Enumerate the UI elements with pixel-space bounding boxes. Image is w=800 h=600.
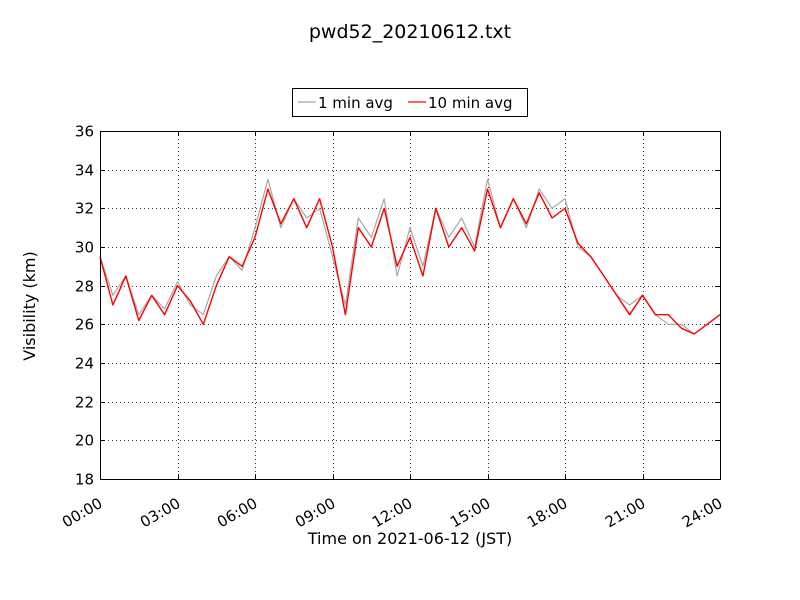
x-tick-label: 06:00 bbox=[214, 494, 260, 531]
legend: 1 min avg 10 min avg bbox=[292, 88, 528, 117]
x-tick-label: 15:00 bbox=[447, 494, 493, 531]
x-tick-label: 03:00 bbox=[137, 494, 183, 531]
y-tick-label: 24 bbox=[75, 355, 94, 373]
y-tick-label: 26 bbox=[75, 316, 94, 334]
legend-label-1min: 1 min avg bbox=[318, 94, 393, 112]
x-tick-label: 21:00 bbox=[602, 494, 648, 531]
x-tick-label: 18:00 bbox=[524, 494, 570, 531]
y-tick-label: 34 bbox=[75, 162, 94, 180]
chart-title: pwd52_20210612.txt bbox=[309, 21, 511, 43]
x-tick-label: 00:00 bbox=[59, 494, 105, 531]
y-tick-label: 18 bbox=[75, 471, 94, 489]
y-tick-label: 30 bbox=[75, 239, 94, 257]
y-tick-label: 20 bbox=[75, 432, 94, 450]
legend-label-10min: 10 min avg bbox=[428, 94, 513, 112]
grid-lines bbox=[100, 131, 720, 479]
x-tick-label: 24:00 bbox=[679, 494, 725, 531]
axis-ticks: 18 20 22 24 26 28 30 32 34 36 00:00 03:00 06:00 09:00… bbox=[59, 123, 725, 532]
x-tick-label: 09:00 bbox=[292, 494, 338, 531]
y-tick-label: 36 bbox=[75, 123, 94, 141]
y-tick-label: 22 bbox=[75, 394, 94, 412]
y-tick-label: 32 bbox=[75, 200, 94, 218]
x-axis-label: Time on 2021-06-12 (JST) bbox=[307, 529, 512, 548]
series-layer bbox=[99, 178, 721, 335]
series-10min-avg bbox=[99, 188, 721, 335]
y-tick-label: 28 bbox=[75, 278, 94, 296]
x-tick-label: 12:00 bbox=[369, 494, 415, 531]
y-axis-label: Visibility (km) bbox=[20, 251, 39, 360]
